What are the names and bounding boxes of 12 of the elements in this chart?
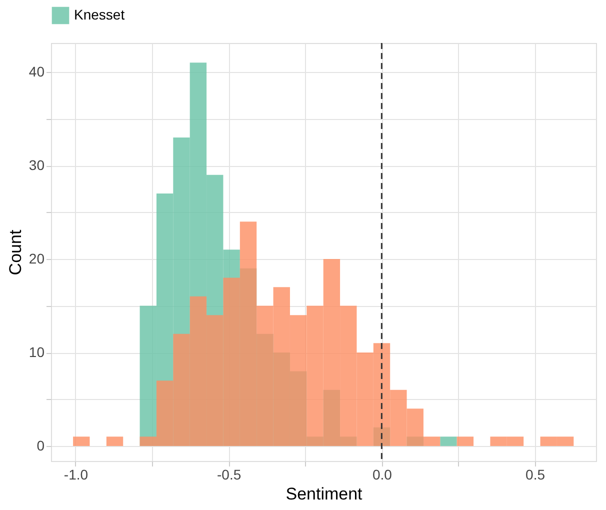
x-axis-title: Sentiment: [286, 484, 363, 504]
y-tick-label: 40: [28, 63, 45, 80]
y-tick-label: 0: [36, 438, 45, 454]
y-tick-label: 20: [28, 250, 45, 267]
y-axis-title: Count: [6, 230, 25, 276]
x-tick-label: 0.5: [526, 466, 546, 482]
legend-label: Knesset: [74, 6, 125, 22]
x-tick-label: 0.0: [372, 466, 392, 482]
x-tick-label: -1.0: [64, 466, 88, 482]
x-tick-label: -0.5: [217, 466, 242, 482]
y-tick-label: 10: [28, 344, 45, 360]
y-tick-label: 30: [28, 157, 45, 173]
